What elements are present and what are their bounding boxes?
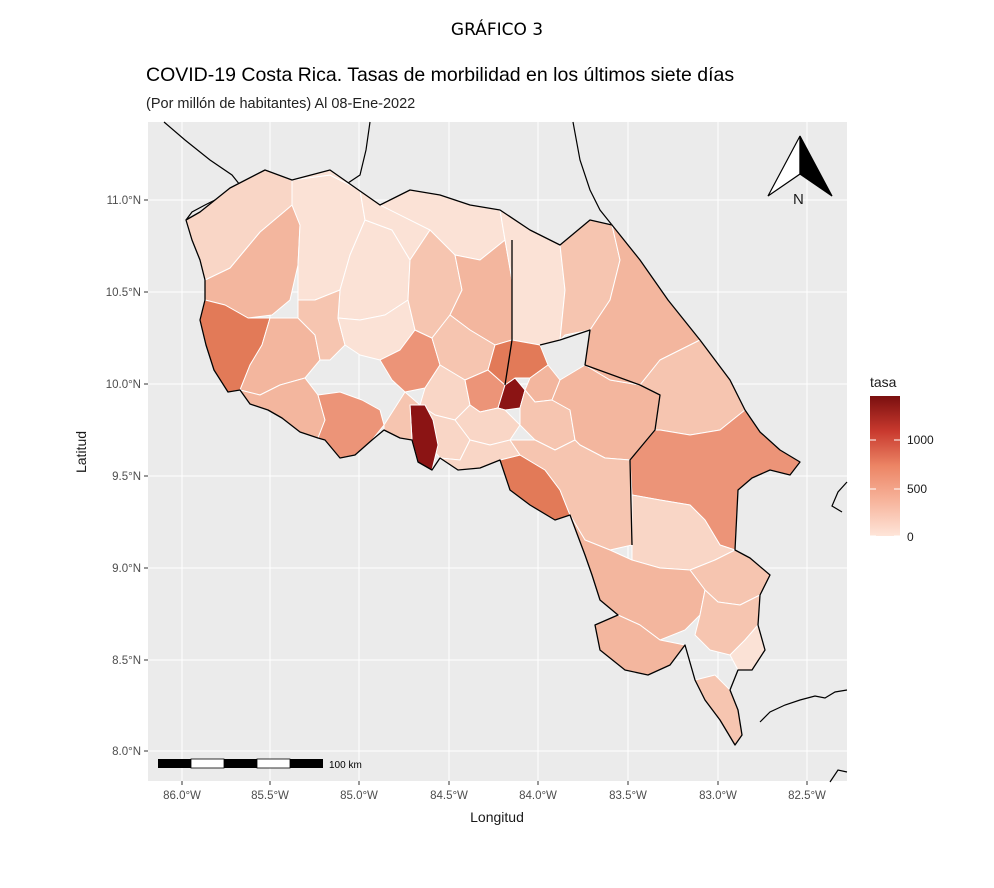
region-perez-zeledon [509,439,633,551]
y-tick-label: 9.5°N [112,471,141,483]
north-arrow-icon: N [767,135,833,208]
x-tick-label: 83.0°W [699,790,737,802]
scale-bar-label: 100 km [329,760,362,771]
y-tick-label: 8.5°N [112,655,141,667]
legend: tasa 1000 500 0 [870,374,934,544]
x-tick-label: 86.0°W [163,790,201,802]
x-tick-label: 82.5°W [788,790,826,802]
y-axis: 11.0°N 10.5°N 10.0°N 9.5°N 9.0°N 8.5°N 8… [73,195,148,758]
x-tick-label: 83.5°W [609,790,647,802]
y-tick-label: 11.0°N [107,195,141,207]
legend-tick-label: 1000 [907,433,934,447]
legend-colorbar [870,396,900,536]
x-axis: 86.0°W 85.5°W 85.0°W 84.5°W 84.0°W 83.5°… [163,781,826,825]
y-tick-label: 10.5°N [106,287,141,299]
x-tick-label: 84.0°W [519,790,557,802]
x-axis-title: Longitud [470,809,524,825]
north-arrow-label: N [793,191,804,208]
x-tick-label: 85.5°W [251,790,289,802]
x-tick-label: 85.0°W [340,790,378,802]
country-outline [185,169,801,746]
map-title: COVID-19 Costa Rica. Tasas de morbilidad… [146,64,735,86]
y-tick-label: 9.0°N [112,563,141,575]
legend-tick-label: 0 [907,530,914,544]
y-tick-label: 8.0°N [112,746,141,758]
costa-rica-regions [185,169,801,746]
region-carrillo [297,289,346,361]
map-subtitle: (Por millón de habitantes) Al 08-Ene-202… [146,96,416,112]
x-tick-label: 84.5°W [430,790,468,802]
figure-header: GRÁFICO 3 [450,20,544,40]
y-tick-label: 10.0°N [106,379,141,391]
scale-bar: 100 km [158,758,362,771]
legend-tick-label: 500 [907,482,927,496]
y-axis-title: Latitud [73,431,89,473]
legend-title: tasa [870,374,897,390]
